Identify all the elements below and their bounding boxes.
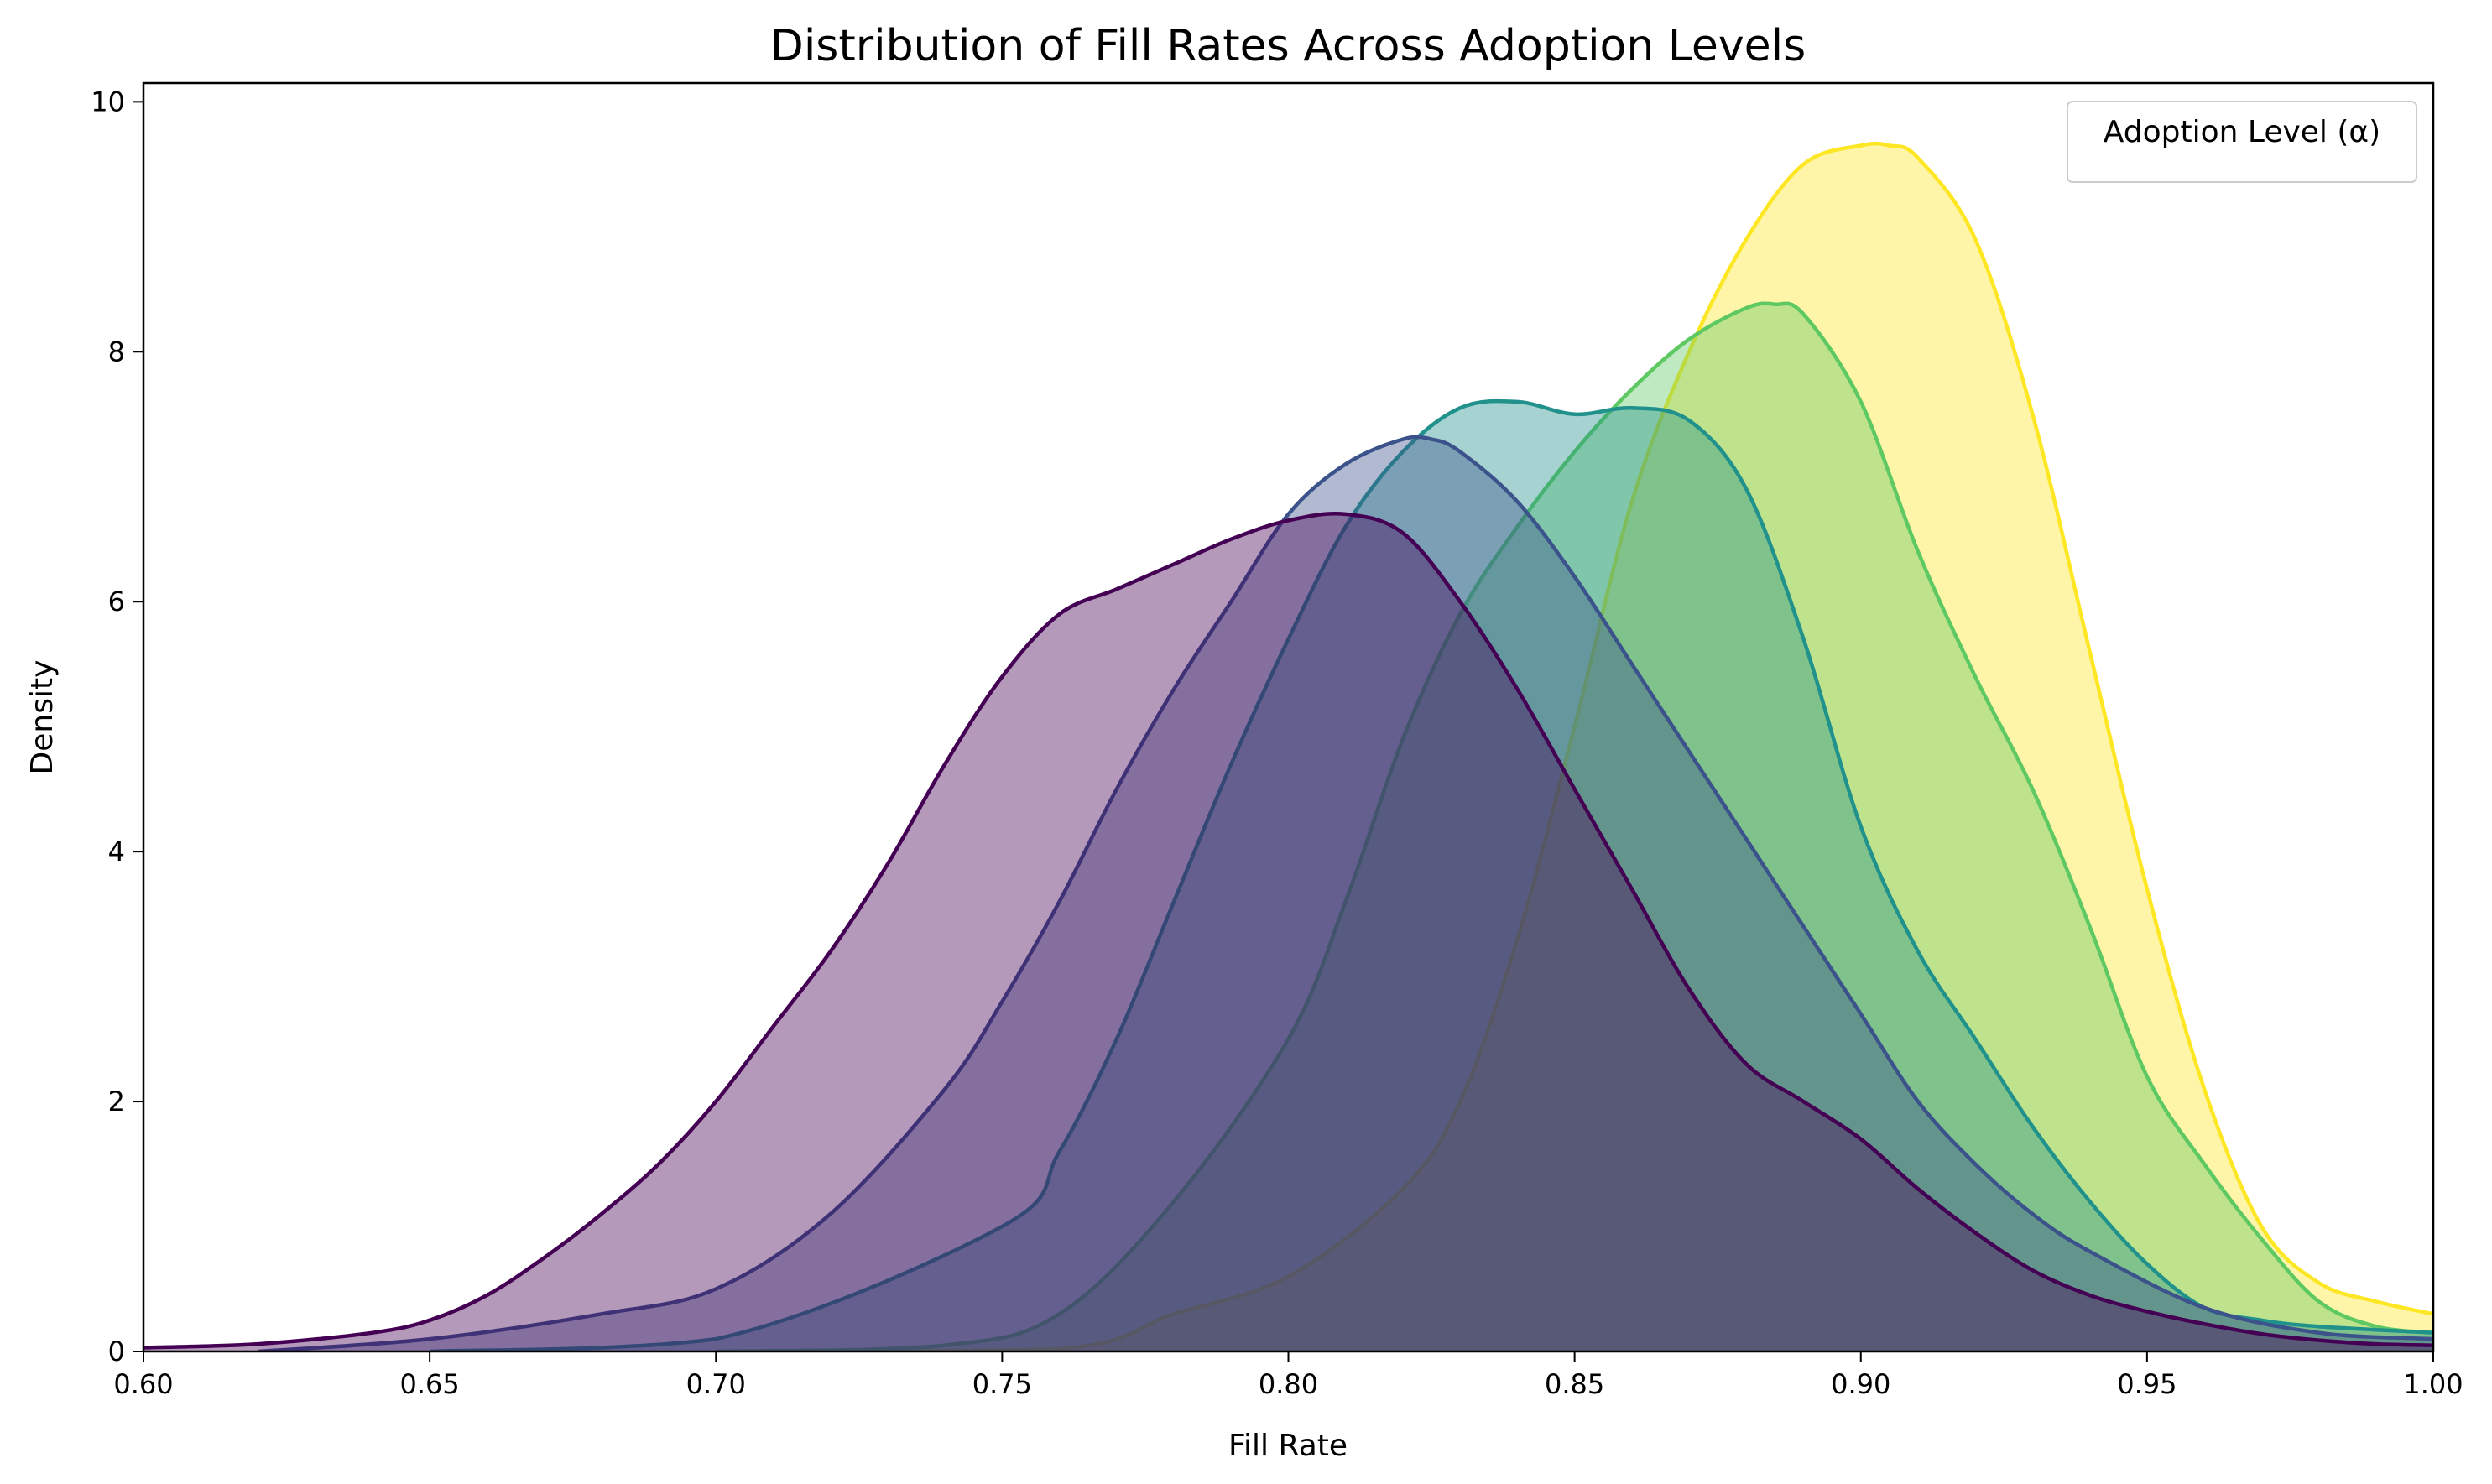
y-tick-label: 0 bbox=[108, 1336, 125, 1367]
density-area-level-4 bbox=[716, 303, 2433, 1351]
x-tick-label: 0.80 bbox=[1259, 1368, 1318, 1400]
series-layer bbox=[143, 141, 2433, 1351]
density-area-level-2 bbox=[258, 436, 2433, 1351]
density-line-level-3 bbox=[430, 398, 2433, 1351]
y-tick-label: 2 bbox=[108, 1086, 125, 1117]
x-tick-label: 0.70 bbox=[686, 1368, 746, 1400]
x-tick-label: 0.85 bbox=[1545, 1368, 1604, 1400]
legend-box bbox=[2067, 101, 2417, 183]
y-tick-label: 6 bbox=[108, 586, 125, 617]
y-axis-label: Density bbox=[25, 660, 60, 775]
x-axis: 0.60 0.65 0.70 0.75 0.80 0.85 0.90 0.95 1.00 bbox=[113, 1351, 2463, 1400]
legend-title: Adoption Level (α) bbox=[2104, 115, 2380, 149]
y-axis: 0 2 4 6 8 10 bbox=[91, 86, 143, 1367]
y-tick-label: 4 bbox=[108, 836, 125, 867]
x-tick-label: 0.95 bbox=[2117, 1368, 2177, 1400]
density-area-level-1 bbox=[143, 513, 2433, 1351]
y-tick-label: 10 bbox=[91, 86, 125, 117]
x-tick-label: 1.00 bbox=[2403, 1368, 2463, 1400]
density-line-level-5 bbox=[716, 141, 2433, 1351]
density-area-level-5 bbox=[716, 143, 2433, 1351]
y-tick-label: 8 bbox=[108, 336, 125, 367]
x-tick-label: 0.90 bbox=[1831, 1368, 1890, 1400]
density-line-level-4 bbox=[716, 301, 2433, 1351]
x-axis-label: Fill Rate bbox=[1228, 1429, 1348, 1463]
density-line-level-1 bbox=[143, 512, 2433, 1350]
density-line-level-2 bbox=[258, 435, 2433, 1351]
x-tick-label: 0.60 bbox=[113, 1368, 173, 1400]
x-tick-label: 0.65 bbox=[400, 1368, 460, 1400]
density-area-level-3 bbox=[430, 401, 2433, 1351]
series-group bbox=[143, 141, 2433, 1351]
legend: Adoption Level (α) bbox=[2067, 101, 2417, 183]
chart-title: Distribution of Fill Rates Across Adopti… bbox=[770, 21, 1806, 71]
x-tick-label: 0.75 bbox=[972, 1368, 1032, 1400]
